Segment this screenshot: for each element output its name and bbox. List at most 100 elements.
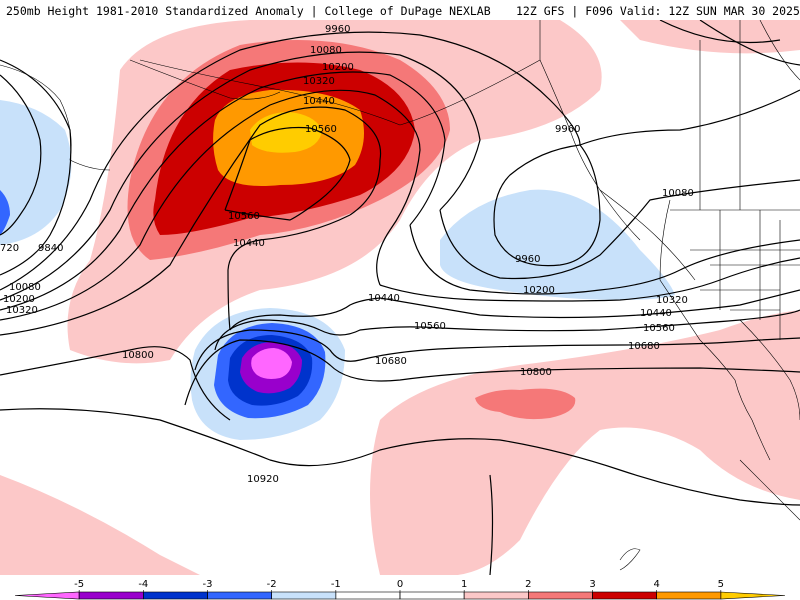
contour-label: 10320 — [303, 76, 335, 87]
contour-label: 9960 — [555, 124, 580, 135]
hudson-coast — [759, 20, 800, 81]
contour-10080-north — [0, 51, 481, 301]
height-contours — [0, 20, 800, 575]
legend-tick-label: 4 — [653, 579, 659, 590]
anomaly-neg5-low — [251, 348, 292, 379]
contour-label: 10200 — [523, 285, 555, 296]
contour-9960-north — [0, 31, 581, 291]
state-borders-1 — [690, 249, 800, 311]
anomaly-neg1-eastpacific — [440, 189, 675, 300]
anomaly-pos5-northpacific — [250, 112, 322, 153]
contour-10200-east — [409, 224, 800, 295]
legend-tick-label: -3 — [203, 579, 213, 590]
contour-10080-east — [439, 179, 800, 280]
legend-swatch — [14, 591, 80, 600]
legend-ticks: -5 -4 -3 -2 -1 0 1 2 3 4 5 — [74, 579, 724, 599]
contour-label: 10440 — [233, 238, 265, 249]
contour-10440-north — [0, 106, 382, 336]
contour-10440-loop — [227, 214, 351, 331]
contour-10560-low — [214, 309, 800, 351]
contour-9840-west — [0, 59, 72, 276]
legend-tick-label: 0 — [397, 579, 403, 590]
legend-swatch — [399, 591, 465, 600]
contour-northeast-2 — [699, 20, 800, 66]
mexico-coast — [739, 319, 800, 421]
contour-label: 10800 — [520, 367, 552, 378]
legend-swatch — [335, 591, 401, 600]
legend-swatches — [14, 591, 786, 600]
legend-tick-label: 5 — [718, 579, 724, 590]
legend-tick-label: -5 — [74, 579, 84, 590]
legend-tick-label: -4 — [138, 579, 148, 590]
baja-coast — [734, 379, 771, 461]
contour-label: 10800 — [122, 350, 154, 361]
contour-label: 10440 — [640, 308, 672, 319]
anomaly-pos2-hawaii — [475, 388, 576, 420]
anomaly-color-legend: -5 -4 -3 -2 -1 0 1 2 3 4 5 — [0, 575, 800, 600]
contour-9960-east — [579, 89, 800, 146]
contour-10320-north — [0, 89, 421, 321]
positive-anomaly-shading — [0, 20, 800, 575]
state-borders-2 — [719, 210, 781, 340]
contour-10200-north — [0, 71, 446, 311]
map-header: 250mb Height 1981-2010 Standardized Anom… — [0, 0, 800, 20]
anomaly-neg1-west — [0, 100, 72, 245]
anomaly-map: 9960 10080 10200 10320 10440 10560 10560… — [0, 20, 800, 575]
contour-10680-low — [194, 329, 800, 371]
legend-swatch — [656, 591, 722, 600]
contour-label: 10560 — [228, 211, 260, 222]
contour-label: 10680 — [628, 341, 660, 352]
legend-swatch — [78, 591, 144, 600]
legend-tick-label: 1 — [461, 579, 467, 590]
aleutian-islands — [129, 59, 281, 100]
header-model-info: 12Z GFS | F096 Valid: 12Z SUN MAR 30 202… — [516, 4, 800, 18]
contour-label: 10320 — [6, 305, 38, 316]
negative-anomaly-shading — [0, 100, 675, 440]
contour-label: 10440 — [303, 96, 335, 107]
contour-label: 10200 — [322, 62, 354, 73]
contour-9720-west — [0, 74, 42, 236]
contour-label: 10080 — [310, 45, 342, 56]
contour-label: 9840 — [38, 243, 63, 254]
contour-label: 720 — [0, 243, 19, 254]
anomaly-pos1-hawaii — [370, 310, 800, 575]
contour-10920-south — [0, 408, 800, 506]
legend-swatch — [528, 591, 593, 600]
contour-labels: 9960 10080 10200 10320 10440 10560 10560… — [0, 24, 694, 485]
anomaly-pos1-southwest — [0, 475, 200, 575]
contour-label: 10560 — [305, 124, 337, 135]
legend-tick-label: 3 — [589, 579, 595, 590]
contour-label: 10560 — [643, 323, 675, 334]
legend-swatch — [207, 591, 272, 600]
legend-swatch — [271, 591, 337, 600]
anomaly-neg2-west — [0, 190, 10, 235]
contour-10800-west — [0, 346, 231, 421]
contour-label: 10440 — [368, 293, 400, 304]
contour-northeast-1 — [659, 20, 781, 44]
alaska-coast — [139, 20, 541, 126]
contour-10560-north — [224, 126, 351, 221]
siberia-coast — [0, 64, 111, 171]
contour-label: 9960 — [325, 24, 350, 35]
contour-label: 10920 — [247, 474, 279, 485]
contour-10800-low — [184, 339, 800, 406]
legend-swatch — [463, 591, 529, 600]
header-title: 250mb Height 1981-2010 Standardized Anom… — [6, 4, 491, 18]
legend-tick-label: 2 — [525, 579, 531, 590]
contour-10320-east — [379, 257, 800, 302]
contour-10440-low — [229, 289, 800, 331]
anomaly-pos1-topright — [620, 20, 800, 54]
south-america-coast — [619, 548, 641, 571]
contour-label: 9960 — [515, 254, 540, 265]
contour-label: 10080 — [9, 282, 41, 293]
contour-label: 10560 — [414, 321, 446, 332]
contour-label: 10200 — [3, 294, 35, 305]
contour-label: 10680 — [375, 356, 407, 367]
contour-9960-low — [493, 144, 601, 267]
contour-label: 10080 — [662, 188, 694, 199]
legend-swatch — [143, 591, 208, 600]
legend-tick-label: -2 — [267, 579, 277, 590]
legend-swatch — [720, 591, 786, 600]
legend-swatch — [592, 591, 657, 600]
west-coast-us — [659, 199, 736, 381]
